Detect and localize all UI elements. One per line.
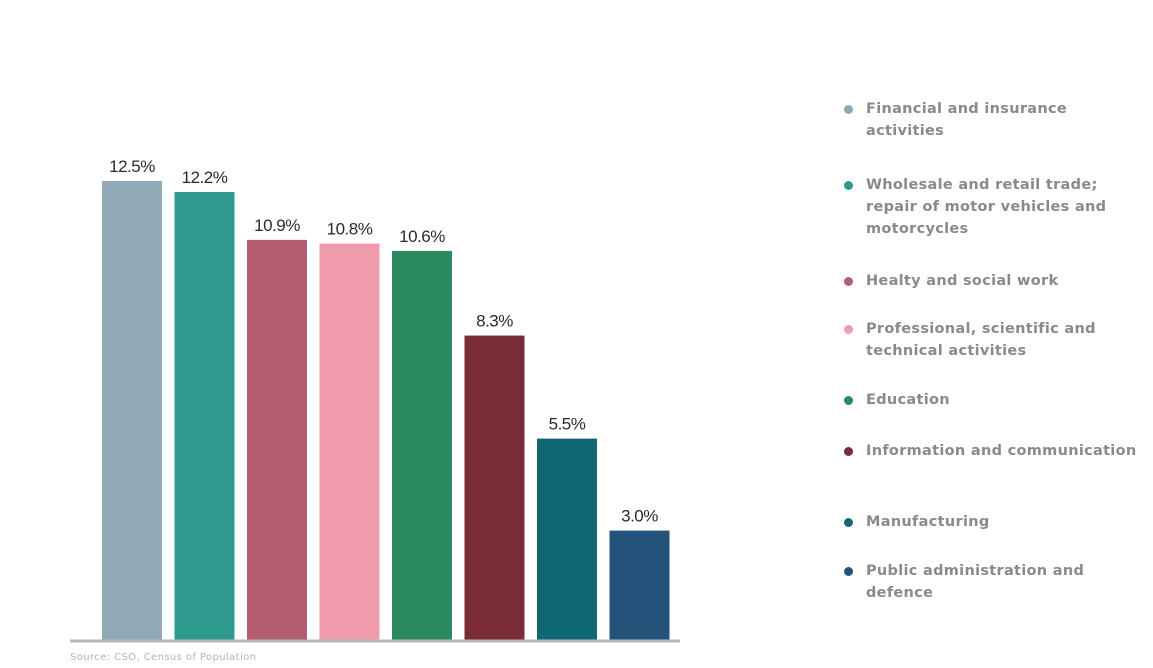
legend-item-professional: Professional, scientific and technical a… — [840, 318, 1140, 362]
legend-dot-icon — [844, 518, 853, 527]
legend-item-health: Healty and social work — [840, 270, 1140, 292]
bar-value-label-1: 12.5% — [109, 157, 155, 176]
bar-2 — [174, 192, 235, 642]
legend-item-public-admin: Public administration and defence — [840, 560, 1140, 604]
legend-label: Healty and social work — [866, 273, 1059, 289]
bar-value-label-7: 5.5% — [549, 415, 586, 434]
bar-value-label-4: 10.8% — [327, 220, 373, 239]
bar-value-label-6: 8.3% — [476, 312, 513, 331]
legend-label: Wholesale and retail trade; repair of mo… — [866, 177, 1107, 237]
legend-item-manufacturing: Manufacturing — [840, 511, 1140, 533]
bar-value-label-3: 10.9% — [254, 216, 300, 235]
legend-dot-icon — [844, 567, 853, 576]
value-labels-group: 12.5% 12.2% 10.9% 10.8% 10.6% 8.3% 5.5% 3.0% — [109, 157, 659, 526]
legend-item-wholesale: Wholesale and retail trade; repair of mo… — [840, 174, 1140, 240]
bar-value-label-8: 3.0% — [621, 507, 658, 526]
legend-dot-icon — [844, 447, 853, 456]
legend-dot-icon — [844, 396, 853, 405]
bars-group — [102, 181, 670, 642]
legend-dot-icon — [844, 181, 853, 190]
bar-3 — [247, 239, 307, 641]
bar-7 — [537, 438, 597, 641]
bar-value-label-5: 10.6% — [399, 227, 445, 246]
legend-item-education: Education — [840, 389, 1140, 411]
legend-dot-icon — [844, 105, 853, 114]
bar-8 — [609, 530, 670, 641]
legend-label: Education — [866, 392, 950, 408]
legend-item-information: Information and communication — [840, 440, 1140, 462]
legend-label: Financial and insurance activities — [866, 101, 1068, 139]
bar-6 — [464, 335, 525, 641]
bar-5 — [392, 250, 452, 642]
bar-4 — [319, 243, 380, 641]
legend-label: Professional, scientific and technical a… — [866, 321, 1096, 359]
legend-label: Manufacturing — [866, 514, 990, 530]
bar-1 — [102, 181, 162, 641]
legend-label: Public administration and defence — [866, 563, 1085, 601]
legend-dot-icon — [844, 277, 853, 286]
source-note: Source: CSO, Census of Population — [70, 652, 257, 663]
legend-label: Information and communication — [866, 443, 1137, 459]
legend-item-financial: Financial and insurance activities — [840, 98, 1140, 142]
legend-dot-icon — [844, 325, 853, 334]
bar-value-label-2: 12.2% — [182, 168, 228, 187]
